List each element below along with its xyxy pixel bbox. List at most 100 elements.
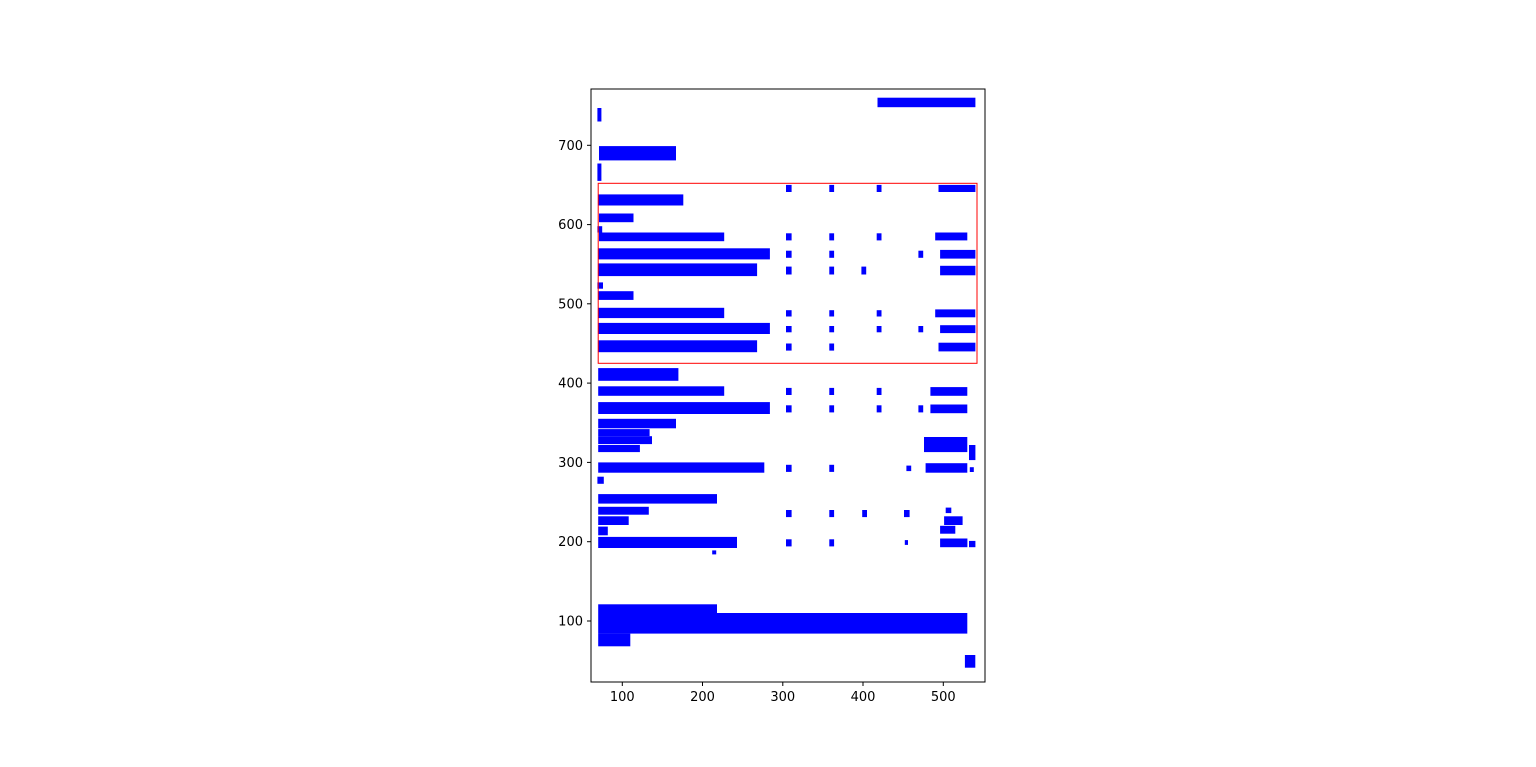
data-bar — [945, 507, 952, 514]
data-bar — [918, 405, 924, 413]
data-bar — [969, 540, 976, 548]
data-bar — [598, 386, 725, 396]
y-tick-label: 400 — [558, 377, 583, 392]
x-tick-label: 200 — [690, 690, 715, 705]
data-bar — [786, 343, 792, 351]
data-bar — [829, 387, 835, 395]
data-bar — [964, 655, 976, 668]
data-bar — [598, 429, 650, 437]
data-bar — [598, 536, 737, 548]
x-tick-label: 500 — [931, 690, 956, 705]
data-bar — [924, 437, 968, 453]
data-bar — [940, 265, 976, 276]
data-bar — [904, 510, 910, 518]
data-bar — [940, 525, 956, 534]
data-bar — [829, 464, 835, 472]
data-bar — [786, 184, 792, 192]
data-bar — [598, 263, 758, 277]
data-bar — [597, 282, 603, 289]
data-bar — [598, 368, 679, 381]
data-bar — [938, 342, 976, 352]
data-bar — [598, 462, 765, 473]
data-bar — [930, 404, 968, 414]
data-bar — [829, 266, 835, 275]
data-bar — [597, 476, 604, 484]
y-tick-label: 600 — [558, 218, 583, 233]
data-bar — [940, 538, 968, 548]
data-bar — [597, 163, 602, 181]
data-bar — [876, 387, 882, 395]
data-bar — [829, 510, 835, 518]
x-tick-label: 300 — [770, 690, 795, 705]
data-bar — [786, 310, 792, 317]
data-bar — [829, 405, 835, 413]
data-bar — [876, 326, 882, 333]
data-bar — [597, 226, 603, 233]
data-bar — [598, 526, 608, 536]
data-bar — [861, 266, 867, 275]
data-bar — [598, 436, 652, 445]
data-bar — [918, 326, 924, 333]
data-bar — [935, 232, 968, 241]
x-tick-label: 400 — [851, 690, 876, 705]
data-bar — [598, 322, 770, 334]
y-tick-label: 100 — [558, 615, 583, 630]
data-bar — [598, 494, 717, 504]
data-bar — [599, 232, 725, 242]
y-tick-label: 200 — [558, 535, 583, 550]
data-bar — [877, 97, 976, 108]
data-bar — [598, 307, 725, 319]
y-tick-label: 700 — [558, 139, 583, 154]
data-bar — [598, 340, 758, 353]
axes-frame — [590, 88, 986, 683]
data-bar — [598, 291, 634, 300]
data-bar — [786, 510, 792, 518]
data-bar — [925, 463, 968, 473]
y-tick-label: 500 — [558, 297, 583, 312]
data-bar — [969, 467, 974, 472]
data-bar — [829, 184, 835, 192]
data-bar — [786, 405, 792, 413]
data-bar — [598, 613, 968, 634]
data-bar — [969, 445, 976, 461]
data-bar — [597, 108, 602, 122]
data-bar — [598, 418, 676, 429]
data-bar — [598, 506, 649, 515]
data-bar — [944, 516, 963, 525]
data-bar — [930, 387, 968, 396]
data-bar — [829, 233, 835, 241]
data-bar — [829, 539, 835, 547]
data-bar — [940, 325, 976, 334]
data-bar — [598, 194, 684, 206]
data-bar — [786, 387, 792, 395]
data-bar — [935, 309, 976, 318]
data-bar — [712, 550, 717, 555]
data-bar — [904, 540, 908, 545]
data-bar — [786, 539, 792, 547]
data-bar — [786, 250, 792, 258]
data-bar — [906, 465, 912, 472]
data-bar — [918, 250, 924, 258]
data-bar — [786, 464, 792, 472]
data-bar — [829, 343, 835, 351]
data-bar — [829, 250, 835, 258]
data-bar — [876, 405, 882, 413]
data-bar — [940, 249, 976, 259]
data-bar — [599, 146, 676, 161]
data-bar — [598, 604, 717, 613]
data-bar — [598, 445, 640, 453]
data-bar — [876, 233, 882, 241]
data-bar — [786, 233, 792, 241]
data-bar — [598, 633, 631, 647]
data-bar — [938, 184, 976, 192]
data-bar — [876, 184, 882, 192]
data-bar — [829, 310, 835, 317]
data-bar — [598, 248, 770, 260]
y-tick-label: 300 — [558, 456, 583, 471]
data-bar — [876, 310, 882, 317]
data-bar — [862, 510, 867, 518]
data-bar — [829, 326, 835, 333]
highlight-box — [597, 182, 978, 364]
